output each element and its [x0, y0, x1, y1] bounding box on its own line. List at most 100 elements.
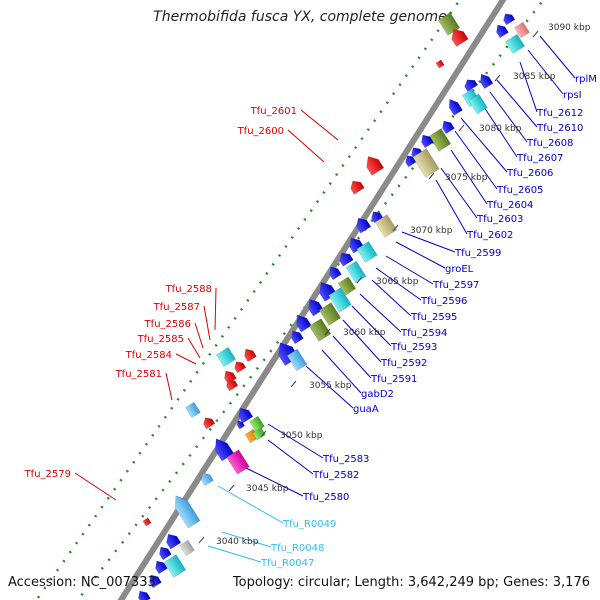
gene-label[interactable]: gabD2: [361, 389, 394, 400]
leader-line: [450, 149, 488, 205]
gene-label[interactable]: Tfu_2583: [322, 454, 369, 465]
leader-line: [351, 305, 392, 347]
leader-line: [395, 241, 446, 269]
gene-feature-cyan[interactable]: [468, 93, 488, 115]
gene-feature-blue[interactable]: [419, 132, 434, 149]
gene-feature-blue[interactable]: [462, 77, 479, 92]
kbp-ticks: 3090 kbp 3085 kbp 3080 kbp 3075 kbp 3070 kbp…: [198, 23, 591, 547]
gene-feature-sky[interactable]: [199, 470, 214, 487]
gene-feature-blue[interactable]: [235, 405, 254, 424]
gene-feature-green[interactable]: [252, 427, 266, 441]
gene-feature-blue[interactable]: [440, 118, 455, 135]
gene-feature-red[interactable]: [222, 368, 237, 385]
gene-feature-blue[interactable]: [235, 419, 246, 430]
gene-label[interactable]: Tfu_2606: [506, 168, 553, 179]
gene-feature-blue[interactable]: [445, 97, 463, 116]
gene-label[interactable]: Tfu_2585: [137, 334, 184, 345]
gene-label[interactable]: rplM: [575, 74, 597, 85]
gene-label[interactable]: Tfu_2599: [454, 248, 501, 259]
gene-feature-green[interactable]: [249, 415, 265, 433]
gene-feature-cyan[interactable]: [345, 260, 367, 284]
gene-label[interactable]: Tfu_R0048: [270, 543, 324, 554]
gene-label[interactable]: Tfu_2595: [410, 312, 457, 323]
gene-feature-blue[interactable]: [163, 531, 182, 550]
gene-feature-khaki[interactable]: [374, 214, 398, 238]
leader-line: [519, 61, 538, 113]
gene-label[interactable]: rpsI: [563, 90, 582, 101]
gene-label[interactable]: Tfu_2608: [526, 138, 573, 149]
gene-label[interactable]: Tfu_2580: [302, 492, 349, 503]
gene-label[interactable]: Tfu_2596: [420, 296, 467, 307]
gene-feature-gray[interactable]: [179, 539, 195, 557]
gene-feature-khaki[interactable]: [412, 148, 440, 178]
gene-feature-olive[interactable]: [318, 302, 342, 326]
gene-label[interactable]: Tfu_2601: [250, 106, 297, 117]
gene-feature-red[interactable]: [232, 359, 247, 374]
gene-label[interactable]: Tfu_2586: [144, 319, 191, 330]
gene-label[interactable]: Tfu_R0049: [282, 519, 336, 530]
gene-feature-red[interactable]: [201, 415, 216, 430]
gene-label[interactable]: guaA: [353, 404, 379, 415]
gene-feature-olive[interactable]: [337, 276, 357, 296]
gene-feature-blue[interactable]: [494, 22, 509, 39]
gene-feature-blue[interactable]: [136, 588, 151, 600]
gene-label[interactable]: Tfu_2605: [496, 185, 543, 196]
gene-feature-red[interactable]: [362, 153, 385, 176]
gene-label[interactable]: Tfu_2604: [486, 200, 533, 211]
gene-feature-blue[interactable]: [501, 11, 516, 26]
gene-label[interactable]: Tfu_2581: [115, 369, 162, 380]
gene-feature-blue[interactable]: [153, 558, 168, 575]
gene-feature-pink[interactable]: [514, 21, 530, 39]
leader-line: [460, 117, 508, 173]
gene-label[interactable]: Tfu_2600: [237, 126, 284, 137]
leader-line: [245, 467, 304, 497]
gene-feature-red[interactable]: [448, 25, 469, 47]
gene-feature-red[interactable]: [224, 377, 239, 392]
gene-label[interactable]: Tfu_2582: [312, 470, 359, 481]
gene-feature-sky[interactable]: [170, 492, 201, 529]
gene-feature-red[interactable]: [242, 346, 257, 363]
gene-label[interactable]: Tfu_2610: [536, 123, 583, 134]
gene-label[interactable]: Tfu_2584: [125, 350, 172, 361]
gene-label[interactable]: Tfu_2591: [370, 374, 417, 385]
outer-dotted-track: [76, 0, 545, 600]
gene-feature-cyan[interactable]: [504, 33, 526, 55]
gene-label[interactable]: Tfu_2592: [380, 358, 427, 369]
map-title: Thermobifida fusca YX, complete genome: [153, 9, 447, 25]
gene-feature-blue[interactable]: [147, 572, 162, 589]
gene-feature-magenta[interactable]: [226, 449, 250, 475]
gene-label[interactable]: Tfu_2579: [24, 469, 71, 480]
gene-label[interactable]: Tfu_2587: [153, 302, 200, 313]
gene-label[interactable]: Tfu_2593: [390, 342, 437, 353]
gene-feature-blue[interactable]: [327, 264, 342, 281]
gene-feature-cyan[interactable]: [215, 346, 237, 368]
gene-label[interactable]: groEL: [445, 264, 474, 275]
gene-feature-red[interactable]: [142, 517, 152, 527]
gene-feature-red[interactable]: [435, 59, 445, 69]
gene-feature-blue[interactable]: [337, 250, 354, 267]
leader-line: [300, 109, 339, 141]
gene-feature-blue[interactable]: [289, 328, 304, 345]
gene-feature-red[interactable]: [348, 178, 365, 195]
gene-feature-blue[interactable]: [353, 215, 372, 234]
gene-label[interactable]: Tfu_2612: [536, 108, 583, 119]
gene-feature-blue[interactable]: [477, 71, 494, 90]
gene-label[interactable]: Tfu_2594: [400, 328, 447, 339]
gene-feature-sky[interactable]: [185, 401, 201, 419]
gene-feature-cyan[interactable]: [328, 287, 352, 313]
gene-feature-sky[interactable]: [286, 348, 308, 372]
gene-label[interactable]: Tfu_2603: [476, 214, 523, 225]
kbp-tick-label: 3045 kbp: [246, 484, 289, 494]
leader-line: [342, 319, 382, 363]
gene-label[interactable]: Tfu_R0047: [260, 558, 314, 569]
gene-label[interactable]: Tfu_2607: [516, 153, 563, 164]
genome-summary-text: Topology: circular; Length: 3,642,249 bp…: [232, 575, 590, 590]
gene-feature-olive[interactable]: [308, 318, 332, 342]
gene-label[interactable]: Tfu_2588: [165, 284, 212, 295]
gene-label[interactable]: Tfu_2602: [466, 230, 513, 241]
gene-feature-cyan[interactable]: [163, 554, 187, 578]
gene-features: [136, 11, 530, 600]
gene-label[interactable]: Tfu_2597: [432, 280, 479, 291]
gene-feature-cyan[interactable]: [356, 241, 378, 263]
gene-feature-blue[interactable]: [157, 544, 172, 561]
